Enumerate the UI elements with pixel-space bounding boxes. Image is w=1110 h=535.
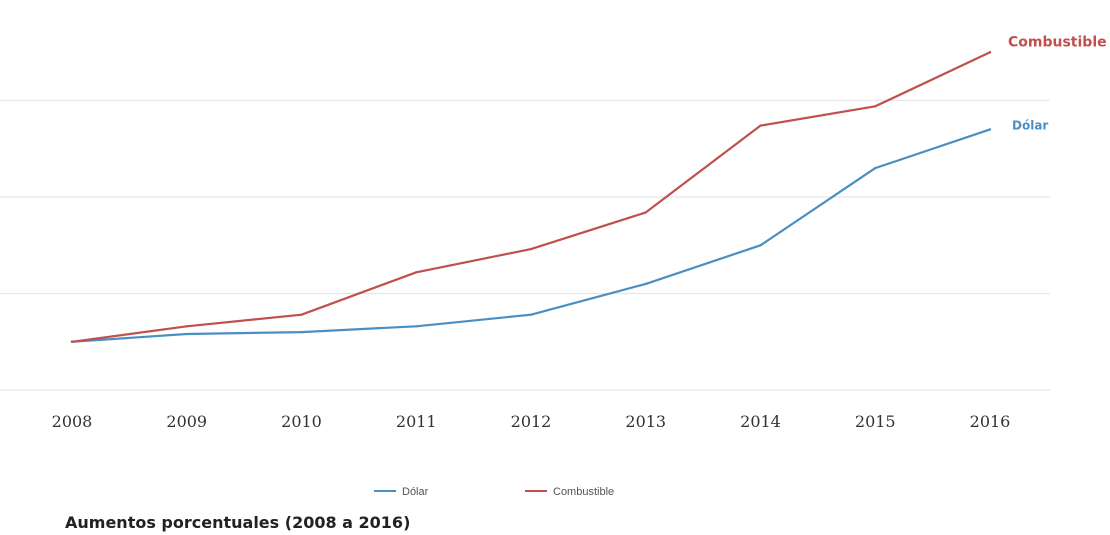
data-point — [415, 325, 418, 328]
data-point — [644, 282, 647, 286]
series-line-d-lar — [70, 128, 992, 343]
x-tick-label: 2013 — [625, 412, 666, 431]
data-point — [874, 105, 877, 108]
data-point — [300, 330, 303, 334]
gridlines — [0, 99, 1050, 391]
series-end-label: Combustible — [1008, 34, 1107, 50]
data-point — [644, 211, 647, 214]
x-tick-label: 2010 — [281, 412, 322, 431]
data-point — [988, 128, 992, 131]
series-end-label: Dólar — [1012, 118, 1048, 132]
data-point — [988, 51, 992, 54]
x-axis-ticks: 2008 2009 2010 2011 2012 2013 2014 2015 2016 — [52, 412, 1011, 431]
data-point — [529, 247, 533, 251]
chart-title: Aumentos porcentuales (2008 a 2016) — [65, 513, 411, 532]
data-point — [529, 313, 533, 316]
series-end-labels: Dólar Combustible — [1008, 34, 1107, 132]
data-point — [874, 166, 877, 170]
x-tick-label: 2016 — [970, 412, 1011, 431]
x-tick-label: 2012 — [511, 412, 552, 431]
data-point — [185, 332, 188, 336]
legend-label: Combustible — [553, 486, 614, 498]
data-point — [759, 244, 762, 247]
data-point — [185, 325, 188, 328]
x-tick-label: 2008 — [52, 412, 93, 431]
legend-label: Dólar — [402, 486, 429, 498]
data-point — [759, 124, 762, 127]
data-point — [70, 340, 74, 343]
x-tick-label: 2014 — [740, 412, 781, 431]
series-lines — [70, 51, 992, 343]
x-tick-label: 2011 — [396, 412, 437, 431]
x-tick-label: 2015 — [855, 412, 896, 431]
data-point — [300, 313, 303, 316]
data-point — [415, 271, 418, 274]
x-tick-label: 2009 — [166, 412, 207, 431]
legend: Dólar Combustible — [374, 486, 614, 498]
